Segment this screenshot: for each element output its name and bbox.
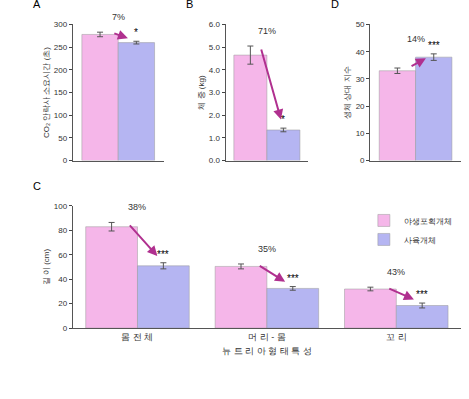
svg-text:100: 100 <box>54 202 68 211</box>
svg-text:35%: 35% <box>258 244 276 254</box>
svg-text:A: A <box>33 0 41 10</box>
svg-text:100: 100 <box>54 111 68 120</box>
svg-text:B: B <box>186 0 193 10</box>
svg-text:14%: 14% <box>407 34 425 44</box>
svg-text:야생포획개체: 야생포획개체 <box>404 217 452 226</box>
svg-text:CO₂ 안락사 소요시간 (초): CO₂ 안락사 소요시간 (초) <box>42 47 51 138</box>
svg-text:7%: 7% <box>112 12 125 22</box>
svg-text:***: *** <box>416 289 428 300</box>
svg-text:50: 50 <box>58 134 67 143</box>
svg-text:0: 0 <box>63 156 68 165</box>
svg-text:사육개체: 사육개체 <box>404 236 436 245</box>
svg-text:4.0: 4.0 <box>209 66 221 75</box>
svg-text:1.0: 1.0 <box>209 134 221 143</box>
svg-text:80: 80 <box>58 226 67 235</box>
svg-text:생체 상대 지수: 생체 상대 지수 <box>343 66 352 118</box>
svg-text:50: 50 <box>356 20 365 29</box>
svg-text:43%: 43% <box>387 267 405 277</box>
svg-text:20: 20 <box>356 102 365 111</box>
svg-text:머 리 - 몸: 머 리 - 몸 <box>248 332 286 342</box>
svg-text:길 이 (cm): 길 이 (cm) <box>42 248 51 285</box>
svg-text:체 중 (kg): 체 중 (kg) <box>197 75 206 110</box>
svg-text:*: * <box>281 114 285 125</box>
svg-text:250: 250 <box>54 43 68 52</box>
svg-text:D: D <box>331 0 339 10</box>
svg-text:꼬 리: 꼬 리 <box>386 332 407 342</box>
svg-text:5.0: 5.0 <box>209 43 221 52</box>
svg-text:몸 전 체: 몸 전 체 <box>121 332 153 342</box>
svg-text:30: 30 <box>356 75 365 84</box>
svg-text:60: 60 <box>58 251 67 260</box>
svg-text:40: 40 <box>58 275 67 284</box>
svg-text:200: 200 <box>54 66 68 75</box>
svg-text:40: 40 <box>356 47 365 56</box>
svg-text:6.0: 6.0 <box>209 20 221 29</box>
svg-text:300: 300 <box>54 20 68 29</box>
svg-text:20: 20 <box>58 299 67 308</box>
svg-text:71%: 71% <box>258 26 276 36</box>
svg-text:***: *** <box>287 273 299 284</box>
svg-text:10: 10 <box>356 129 365 138</box>
svg-text:0.0: 0.0 <box>209 156 221 165</box>
svg-text:3.0: 3.0 <box>209 88 221 97</box>
svg-text:***: *** <box>428 40 440 51</box>
svg-text:뉴 트 리 아 형 태 특 성: 뉴 트 리 아 형 태 특 성 <box>222 346 312 356</box>
svg-text:C: C <box>33 180 41 192</box>
svg-text:2.0: 2.0 <box>209 111 221 120</box>
svg-text:0: 0 <box>360 156 365 165</box>
svg-text:0: 0 <box>63 324 68 333</box>
svg-text:38%: 38% <box>128 202 146 212</box>
svg-text:150: 150 <box>54 88 68 97</box>
svg-text:*: * <box>134 27 138 38</box>
svg-text:***: *** <box>157 249 169 260</box>
